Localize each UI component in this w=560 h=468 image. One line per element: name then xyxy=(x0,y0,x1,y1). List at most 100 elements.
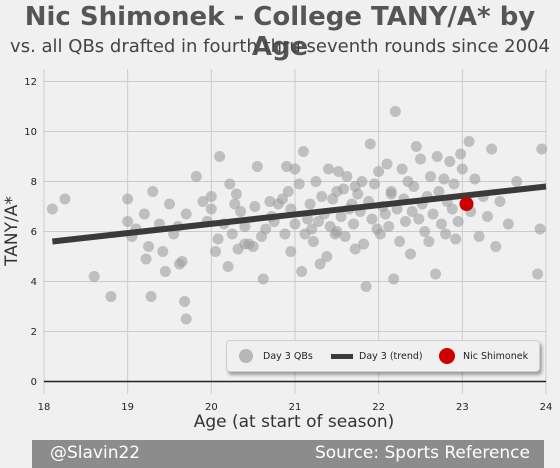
data-point xyxy=(316,191,328,202)
data-point xyxy=(415,153,426,165)
data-point xyxy=(138,208,150,220)
data-point xyxy=(307,236,319,247)
data-point xyxy=(349,181,361,192)
y-tick-label: 0 xyxy=(31,377,37,388)
y-axis-label: TANY/A* xyxy=(2,196,22,267)
data-point xyxy=(399,216,411,227)
data-point xyxy=(481,211,493,222)
data-point xyxy=(388,273,400,285)
data-point xyxy=(360,281,372,292)
data-point xyxy=(122,216,134,227)
data-point xyxy=(264,196,276,207)
y-tick-labels: 0 2 4 6 8 10 12 xyxy=(24,77,37,388)
data-point xyxy=(251,161,263,172)
data-point xyxy=(463,136,475,147)
legend-line-icon xyxy=(331,353,353,359)
data-point xyxy=(229,198,241,210)
x-tick-label: 19 xyxy=(121,402,134,413)
data-point xyxy=(394,236,406,247)
data-point xyxy=(224,178,236,190)
x-tick-label: 18 xyxy=(38,402,51,413)
legend-label: Day 3 (trend) xyxy=(359,350,423,362)
chart-title: Nic Shimonek - College TANY/A* by Age xyxy=(24,2,536,62)
data-point xyxy=(190,171,202,182)
data-point xyxy=(427,208,439,220)
legend-dot-icon xyxy=(239,349,253,363)
data-point xyxy=(289,218,301,230)
data-point xyxy=(440,228,452,240)
data-point xyxy=(534,223,546,235)
data-point xyxy=(257,273,269,285)
x-tick-label: 20 xyxy=(205,402,218,413)
legend-item-nic-shimonek: Nic Shimonek xyxy=(439,341,528,371)
data-point xyxy=(408,181,420,192)
data-point xyxy=(404,248,416,260)
data-point xyxy=(448,178,460,190)
data-point xyxy=(374,228,386,240)
footer-author: @Slavin22 xyxy=(50,443,141,463)
data-point xyxy=(322,163,334,175)
data-point xyxy=(285,246,297,257)
data-point xyxy=(293,178,305,190)
data-point xyxy=(214,151,226,162)
data-point xyxy=(490,241,502,252)
data-point xyxy=(389,106,401,117)
data-point xyxy=(59,193,71,205)
footer-source: Source: Sports Reference xyxy=(314,443,530,463)
x-tick-label: 23 xyxy=(456,402,469,413)
data-point xyxy=(425,171,437,182)
grid-lines xyxy=(43,69,547,394)
data-point xyxy=(373,166,385,177)
data-point xyxy=(341,171,353,182)
data-point xyxy=(210,246,222,257)
y-tick-label: 10 xyxy=(24,127,37,138)
data-point xyxy=(396,163,408,175)
data-point xyxy=(88,271,100,282)
data-point xyxy=(122,193,134,205)
data-point xyxy=(235,206,247,217)
data-point xyxy=(446,203,458,215)
y-tick-label: 2 xyxy=(31,327,37,338)
data-point xyxy=(143,241,155,252)
data-point xyxy=(358,238,370,250)
data-point xyxy=(145,291,157,302)
x-tick-label: 24 xyxy=(540,402,553,413)
data-point xyxy=(368,178,380,190)
data-point xyxy=(205,191,217,202)
x-tick-label: 21 xyxy=(289,402,302,413)
legend-item-trend: Day 3 (trend) xyxy=(331,341,423,371)
data-point xyxy=(260,223,272,235)
data-point xyxy=(333,166,345,177)
data-point xyxy=(197,196,209,207)
data-point xyxy=(46,203,58,215)
data-point xyxy=(435,218,447,230)
data-point xyxy=(473,231,485,242)
data-point xyxy=(339,231,351,242)
data-point xyxy=(455,148,467,160)
data-point xyxy=(413,213,425,225)
data-point xyxy=(364,138,376,150)
data-point xyxy=(105,291,117,302)
data-point xyxy=(304,198,316,210)
highlight-point-nic-shimonek xyxy=(459,197,474,211)
data-point xyxy=(348,218,360,230)
chart-legend: Day 3 QBs Day 3 (trend) Nic Shimonek xyxy=(226,340,540,372)
legend-label: Nic Shimonek xyxy=(463,350,529,362)
data-point xyxy=(306,223,318,235)
data-point xyxy=(296,266,308,277)
data-point xyxy=(314,258,326,270)
y-tick-label: 4 xyxy=(31,277,37,288)
legend-item-day3-qbs: Day 3 QBs xyxy=(239,341,313,371)
data-point xyxy=(423,236,435,247)
legend-label: Day 3 QBs xyxy=(263,350,313,362)
data-point xyxy=(249,201,261,212)
data-point xyxy=(511,176,523,187)
scatter-points xyxy=(46,106,548,325)
y-tick-label: 8 xyxy=(31,177,37,188)
data-point xyxy=(289,163,301,175)
x-tick-labels: 18 19 20 21 22 23 24 xyxy=(38,402,553,413)
data-point xyxy=(410,141,422,152)
data-point xyxy=(164,198,175,210)
data-point xyxy=(180,313,192,325)
